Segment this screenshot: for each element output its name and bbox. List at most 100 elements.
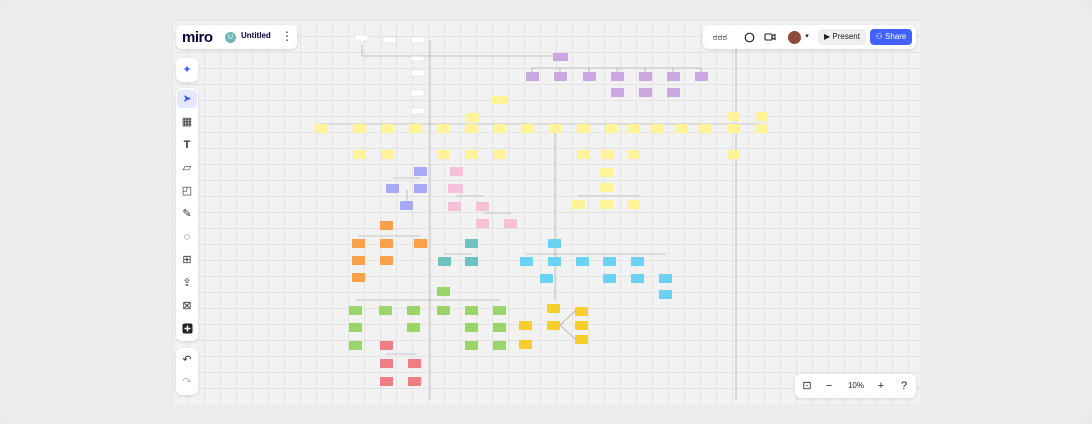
sticky-note[interactable] (627, 200, 640, 209)
chat-icon[interactable] (741, 29, 757, 45)
zoom-level[interactable]: 10% (847, 381, 864, 390)
sticky-note[interactable] (380, 359, 393, 368)
template-icon[interactable]: ▦ (181, 116, 193, 128)
sticky-note[interactable] (631, 274, 644, 283)
sticky-note[interactable] (627, 124, 640, 133)
sticky-note[interactable] (576, 257, 589, 266)
cursor-icon[interactable]: ➤ (177, 90, 197, 108)
sticky-note[interactable] (465, 257, 478, 266)
sticky-note[interactable] (408, 359, 421, 368)
sticky-note[interactable] (519, 321, 532, 330)
help-icon[interactable]: ? (900, 380, 908, 392)
sticky-note[interactable] (699, 124, 712, 133)
sticky-note[interactable] (448, 184, 463, 193)
sticky-note[interactable] (540, 274, 553, 283)
shapes-icon[interactable]: ◰ (181, 185, 193, 197)
avatar[interactable] (787, 30, 802, 45)
sticky-note[interactable] (400, 201, 413, 210)
sticky-note[interactable] (414, 184, 427, 193)
redo-icon[interactable]: ↷ (182, 376, 192, 388)
sticky-note[interactable] (476, 202, 489, 211)
share-button[interactable]: ⚇ Share (870, 29, 912, 45)
sticky-note[interactable] (353, 124, 366, 133)
sticky-note[interactable] (438, 257, 451, 266)
sticky-note[interactable] (577, 124, 590, 133)
sticky-note[interactable] (519, 340, 532, 349)
present-button[interactable]: ▶ Present (818, 29, 866, 45)
sticky-note[interactable] (695, 72, 708, 81)
sticky-note[interactable] (352, 256, 365, 265)
sticky-note[interactable] (572, 200, 585, 209)
sticky-note[interactable] (437, 124, 450, 133)
sticky-note-icon[interactable]: ▱ (182, 162, 192, 174)
sticky-note[interactable] (349, 323, 362, 332)
video-icon[interactable] (762, 29, 778, 45)
sticky-note[interactable] (380, 256, 393, 265)
sticky-note[interactable] (553, 53, 568, 61)
fit-screen-icon[interactable]: ⊡ (802, 380, 812, 392)
sticky-note[interactable] (465, 239, 478, 248)
sticky-note[interactable] (448, 202, 461, 211)
sticky-note[interactable] (437, 306, 450, 315)
sticky-note[interactable] (611, 88, 624, 97)
text-box[interactable] (410, 69, 425, 77)
sticky-note[interactable] (600, 183, 613, 192)
sticky-note[interactable] (386, 184, 399, 193)
comment-icon[interactable]: ◌ (183, 231, 191, 243)
sticky-note[interactable] (651, 124, 664, 133)
sticky-note[interactable] (380, 221, 393, 230)
board-canvas[interactable] (172, 20, 920, 404)
upload-icon[interactable]: ⇪ (182, 277, 192, 289)
sticky-note[interactable] (526, 72, 539, 81)
sticky-note[interactable] (408, 377, 421, 386)
sticky-note[interactable] (493, 341, 506, 350)
sticky-note[interactable] (379, 306, 392, 315)
minus-icon[interactable]: − (825, 380, 833, 392)
sticky-note[interactable] (554, 72, 567, 81)
sticky-note[interactable] (414, 239, 427, 248)
sticky-note[interactable] (381, 150, 394, 159)
more-menu-icon[interactable]: ⋮ (281, 29, 293, 43)
sticky-note[interactable] (504, 219, 517, 228)
plus-icon[interactable]: + (877, 380, 885, 392)
text-box[interactable] (410, 89, 425, 97)
sticky-note[interactable] (548, 257, 561, 266)
sticky-note[interactable] (476, 219, 489, 228)
sticky-note[interactable] (380, 341, 393, 350)
sticky-note[interactable] (667, 72, 680, 81)
sticky-note[interactable] (577, 150, 590, 159)
text-box[interactable] (410, 36, 425, 44)
sticky-note[interactable] (547, 321, 560, 330)
sticky-note[interactable] (575, 321, 588, 330)
sticky-note[interactable] (600, 200, 613, 209)
sticky-note[interactable] (659, 274, 672, 283)
sticky-note[interactable] (381, 124, 394, 133)
sticky-note[interactable] (727, 150, 740, 159)
text-box[interactable] (410, 54, 425, 62)
sticky-note[interactable] (631, 257, 644, 266)
sticky-note[interactable] (659, 290, 672, 299)
pen-icon[interactable]: ✎ (182, 208, 192, 220)
sticky-note[interactable] (727, 124, 740, 133)
chevron-down-icon[interactable]: ▾ (805, 33, 809, 40)
sticky-note[interactable] (437, 287, 450, 296)
sticky-note[interactable] (627, 150, 640, 159)
sticky-note[interactable] (414, 167, 427, 176)
frame-icon[interactable]: ⊞ (182, 254, 192, 266)
sticky-note[interactable] (352, 273, 365, 282)
sticky-note[interactable] (755, 112, 768, 121)
apps-icon[interactable]: ⊠ (182, 300, 192, 312)
sticky-note[interactable] (727, 112, 740, 121)
sticky-note[interactable] (601, 150, 614, 159)
sticky-note[interactable] (465, 306, 478, 315)
board-title[interactable]: Untitled (241, 31, 271, 40)
sticky-note[interactable] (465, 150, 478, 159)
text-box[interactable] (382, 36, 397, 44)
reactions-button[interactable]: ಠಠಠ (712, 32, 728, 42)
sticky-note[interactable] (547, 304, 560, 313)
sticky-note[interactable] (667, 88, 680, 97)
sticky-note[interactable] (520, 257, 533, 266)
sticky-note[interactable] (352, 239, 365, 248)
sticky-note[interactable] (407, 306, 420, 315)
sticky-note[interactable] (450, 167, 463, 176)
